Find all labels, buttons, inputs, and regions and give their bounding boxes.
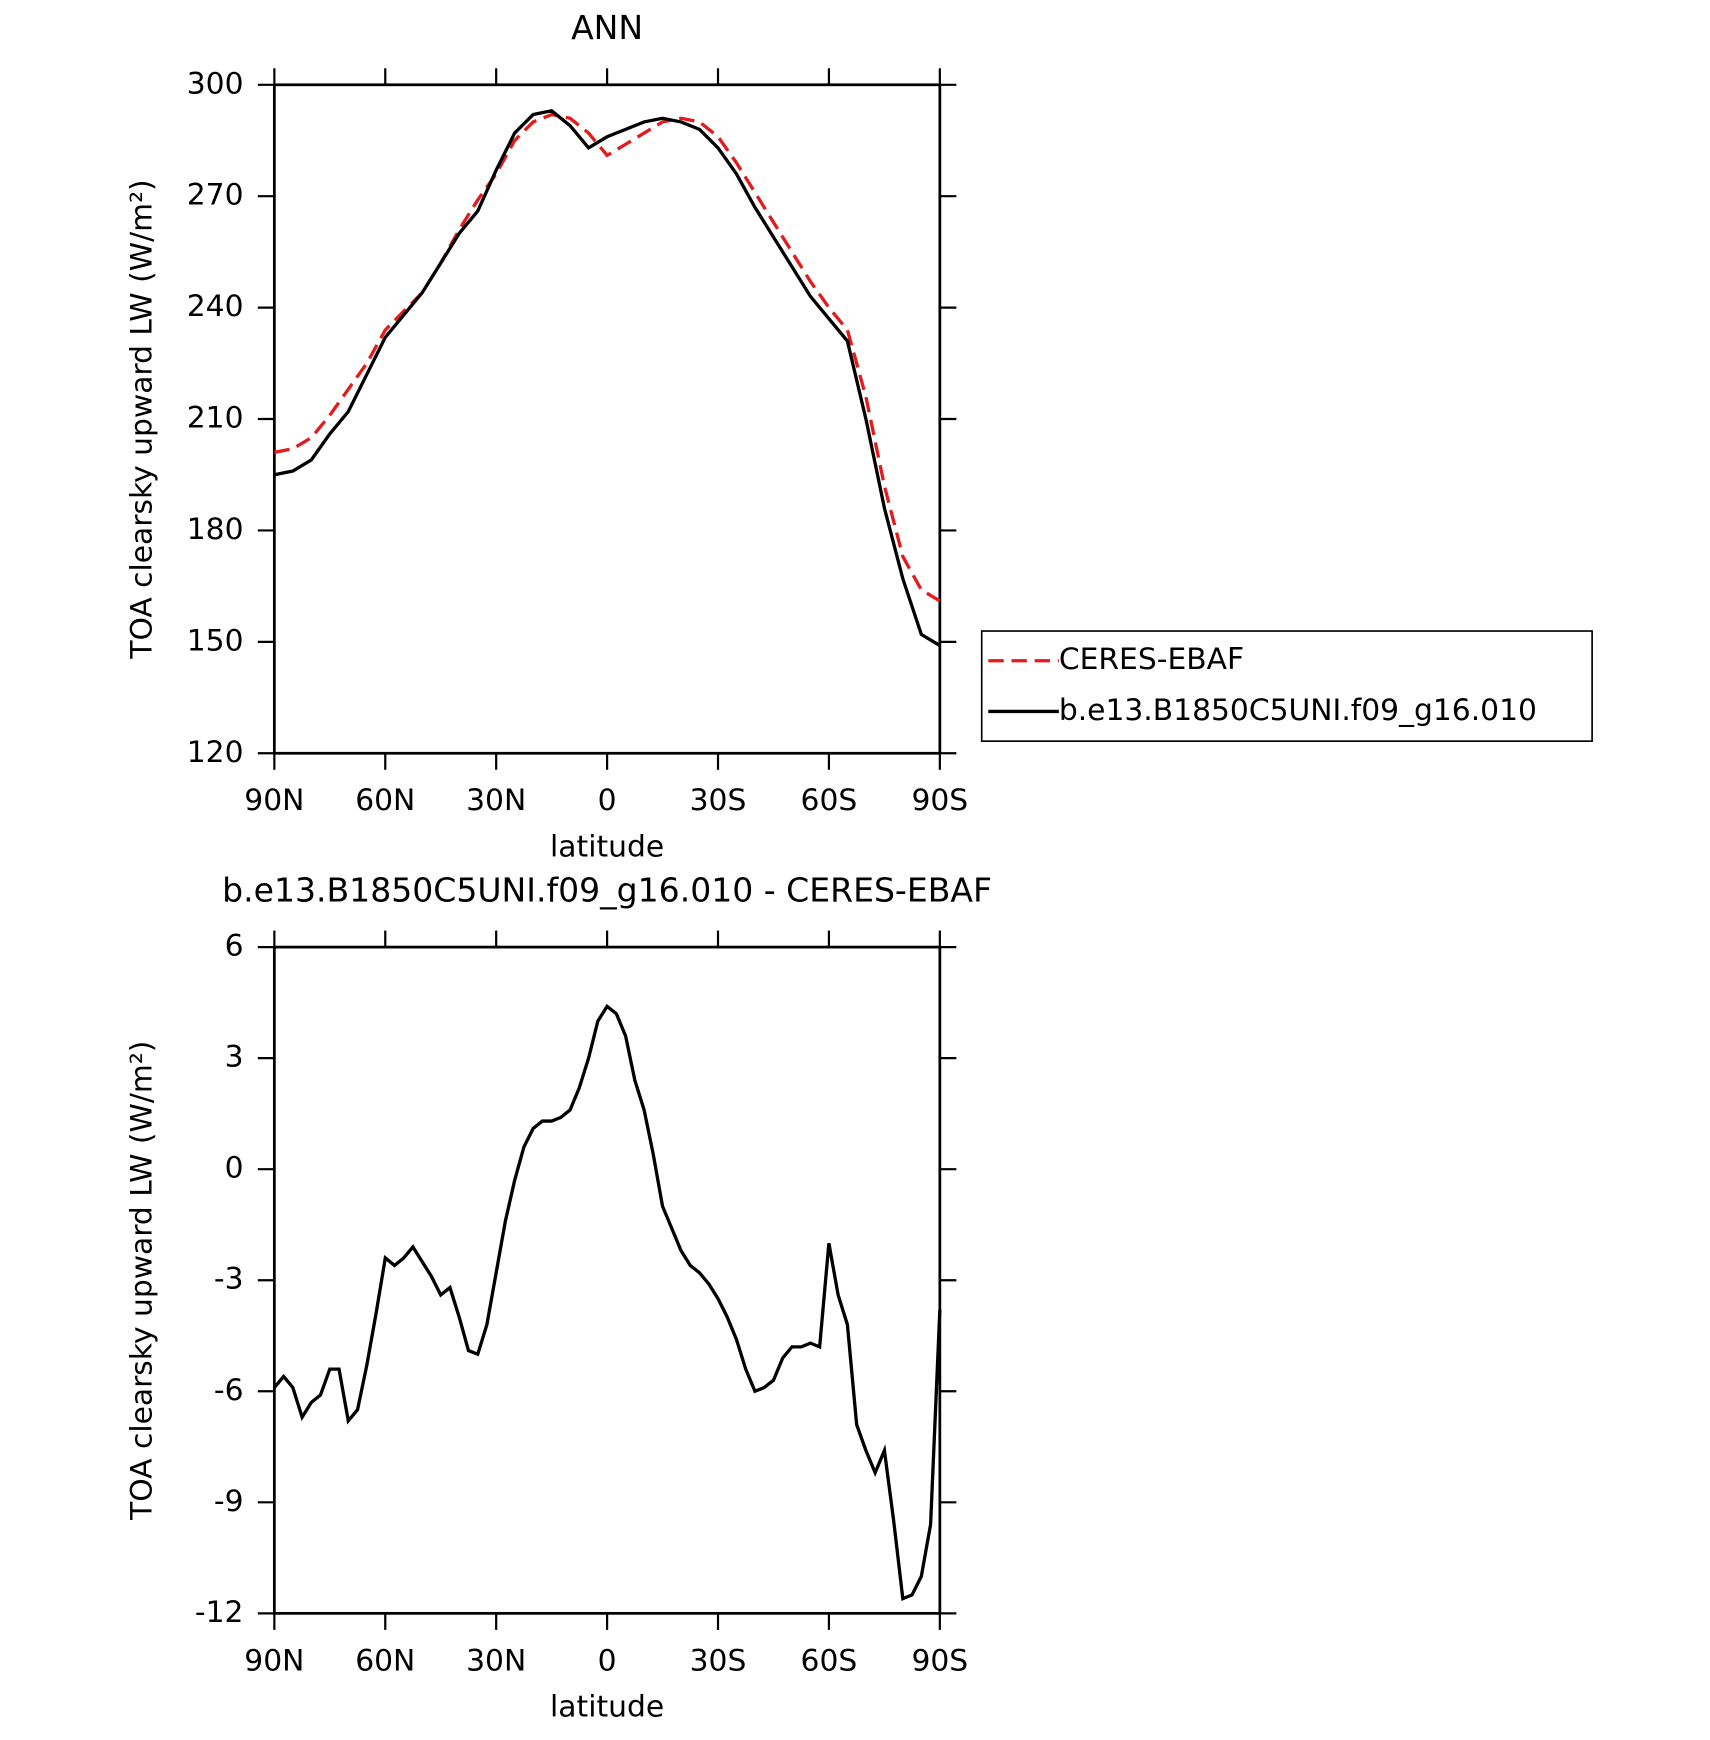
y-tick-label: 6 bbox=[225, 929, 244, 964]
y-tick-label: 3 bbox=[225, 1040, 244, 1075]
y-axis-label: TOA clearsky upward LW (W/m²) bbox=[125, 1041, 160, 1521]
legend-label: b.e13.B1850C5UNI.f09_g16.010 bbox=[1059, 693, 1537, 728]
x-tick-label: 30S bbox=[690, 783, 747, 818]
legend-box bbox=[980, 630, 1593, 742]
y-tick-label: -3 bbox=[214, 1262, 244, 1297]
y-tick-label: -9 bbox=[214, 1484, 244, 1519]
y-tick-label: 0 bbox=[225, 1151, 244, 1186]
y-axis-label: TOA clearsky upward LW (W/m²) bbox=[125, 179, 160, 659]
legend-label: CERES-EBAF bbox=[1059, 642, 1244, 677]
x-tick-label: 30N bbox=[466, 1643, 526, 1678]
x-tick-label: 90N bbox=[244, 783, 304, 818]
x-tick-label: 30S bbox=[690, 1643, 747, 1678]
data-line bbox=[274, 112, 941, 603]
x-tick-label: 60N bbox=[355, 783, 415, 818]
chart-title: ANN bbox=[571, 8, 643, 47]
x-axis-label: latitude bbox=[550, 1690, 664, 1725]
x-axis-label: latitude bbox=[550, 829, 664, 864]
x-tick-label: 0 bbox=[598, 1643, 617, 1678]
x-tick-label: 60S bbox=[801, 783, 858, 818]
y-tick-label: 240 bbox=[187, 289, 244, 324]
y-tick-label: 270 bbox=[187, 178, 244, 213]
plot-frame bbox=[272, 945, 942, 1615]
y-tick-label: 300 bbox=[187, 66, 244, 101]
x-tick-label: 90S bbox=[911, 1643, 968, 1678]
y-tick-label: -12 bbox=[195, 1595, 244, 1630]
x-tick-label: 0 bbox=[598, 783, 617, 818]
x-tick-label: 30N bbox=[466, 783, 526, 818]
y-tick-label: 120 bbox=[187, 735, 244, 770]
x-tick-label: 90S bbox=[911, 783, 968, 818]
y-tick-label: -6 bbox=[214, 1373, 244, 1408]
x-tick-label: 60N bbox=[355, 1643, 415, 1678]
y-tick-label: 210 bbox=[187, 401, 244, 436]
data-line bbox=[273, 1003, 942, 1601]
plot-frame bbox=[272, 83, 942, 755]
y-tick-label: 180 bbox=[187, 512, 244, 547]
y-tick-label: 150 bbox=[187, 623, 244, 658]
x-tick-label: 60S bbox=[801, 1643, 858, 1678]
data-line bbox=[274, 109, 941, 647]
x-tick-label: 90N bbox=[244, 1643, 304, 1678]
chart-title: b.e13.B1850C5UNI.f09_g16.010 - CERES-EBA… bbox=[222, 871, 992, 910]
